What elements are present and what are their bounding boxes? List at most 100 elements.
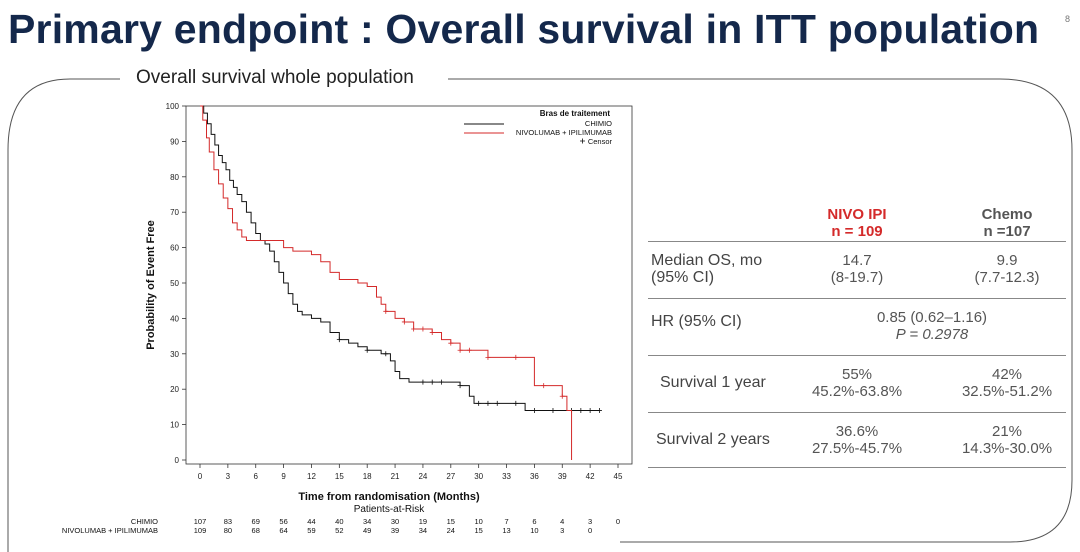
row-label-line2: (95% CI) [651, 269, 715, 286]
x-tick-label: 6 [254, 472, 259, 481]
risk-count: 0 [616, 517, 620, 526]
x-tick-label: 12 [307, 472, 316, 481]
risk-count: 83 [224, 517, 232, 526]
risk-count: 44 [307, 517, 315, 526]
legend-censor-mark [580, 138, 585, 144]
censor-mark [485, 354, 491, 360]
y-tick-label: 0 [175, 456, 180, 465]
y-tick-label: 90 [170, 137, 179, 146]
cell-value: 21% [991, 423, 1023, 440]
legend-label: CHIMIO [585, 119, 612, 128]
cell-ci: 14.3%-30.0% [961, 440, 1053, 457]
header-nivo: NIVO IPI n = 109 [773, 206, 941, 240]
cell-ci: (7.7-12.3) [974, 269, 1040, 286]
row-label-line1: Median OS, mo [651, 252, 763, 269]
risk-count: 34 [363, 517, 371, 526]
x-tick-label: 0 [198, 472, 203, 481]
risk-count: 52 [335, 526, 343, 535]
cell-value: 36.6% [835, 423, 879, 440]
summary-row-survival-1y: Survival 1 year 55% 45.2%-63.8% 42% 32.5… [648, 355, 1066, 412]
risk-count: 64 [279, 526, 287, 535]
censor-mark [429, 330, 435, 336]
y-tick-label: 80 [170, 173, 179, 182]
risk-count: 13 [502, 526, 510, 535]
y-tick-label: 60 [170, 244, 179, 253]
risk-count: 109 [194, 526, 207, 535]
censor-mark [596, 407, 602, 413]
censor-mark [541, 383, 547, 389]
censor-mark [420, 326, 426, 332]
y-tick-label: 70 [170, 208, 179, 217]
cell-value: 14.7 [842, 252, 872, 269]
x-tick-label: 33 [502, 472, 511, 481]
risk-count: 15 [474, 526, 482, 535]
header-chemo: Chemo n =107 [923, 206, 1080, 240]
y-tick-label: 40 [170, 314, 179, 323]
censor-mark [578, 407, 584, 413]
risk-count: 80 [224, 526, 232, 535]
x-tick-label: 27 [446, 472, 455, 481]
censor-mark [513, 400, 519, 406]
risk-table-title: Patients-at-Risk [354, 504, 426, 515]
risk-count: 69 [252, 517, 260, 526]
x-tick-label: 18 [363, 472, 372, 481]
page-number: 8 [1064, 14, 1070, 24]
risk-count: 4 [560, 517, 564, 526]
risk-count: 34 [419, 526, 427, 535]
cell-p-value: P = 0.2978 [895, 326, 969, 343]
cell-chemo: 9.9 (7.7-12.3) [923, 252, 1080, 286]
risk-count: 7 [504, 517, 508, 526]
censor-mark [364, 347, 370, 353]
x-tick-label: 30 [474, 472, 483, 481]
risk-count: 49 [363, 526, 371, 535]
x-tick-label: 39 [558, 472, 567, 481]
risk-count: 10 [474, 517, 482, 526]
cell-value: 0.85 (0.62–1.16) [876, 309, 988, 326]
legend-label: NIVOLUMAB + IPILIMUMAB [516, 128, 612, 137]
x-tick-label: 9 [281, 472, 286, 481]
censor-mark [448, 340, 454, 346]
row-label-line1: Survival 1 year [660, 374, 766, 391]
cell-ci: (8-19.7) [830, 269, 884, 286]
cell-ci: 27.5%-45.7% [811, 440, 903, 457]
row-label: Survival 1 year [660, 374, 766, 391]
cell-hr-merged: 0.85 (0.62–1.16) P = 0.2978 [773, 309, 1080, 343]
series-line-nivo-ipi [200, 105, 573, 460]
censor-mark [559, 393, 565, 399]
x-tick-label: 15 [335, 472, 344, 481]
y-tick-label: 30 [170, 350, 179, 359]
censor-mark [457, 383, 463, 389]
censor-mark [411, 326, 417, 332]
cell-value: 9.9 [996, 252, 1018, 269]
censor-mark [383, 308, 389, 314]
censor-mark [513, 354, 519, 360]
cell-nivo: 55% 45.2%-63.8% [773, 366, 941, 400]
risk-count: 24 [447, 526, 455, 535]
row-label: Survival 2 years [656, 431, 770, 448]
row-label: Median OS, mo (95% CI) [651, 252, 762, 286]
censor-mark [336, 337, 342, 343]
risk-count: 3 [588, 517, 592, 526]
header-chemo-name: Chemo [981, 206, 1033, 223]
header-chemo-n: n =107 [983, 223, 1031, 240]
risk-count: 56 [279, 517, 287, 526]
censor-mark [457, 347, 463, 353]
cell-ci: 32.5%-51.2% [961, 383, 1053, 400]
slide-title: Primary endpoint : Overall survival in I… [8, 6, 1040, 52]
censor-mark [531, 407, 537, 413]
cell-nivo: 14.7 (8-19.7) [773, 252, 941, 286]
summary-row-hr: HR (95% CI) 0.85 (0.62–1.16) P = 0.2978 [648, 298, 1066, 355]
censor-mark [401, 319, 407, 325]
x-tick-label: 21 [391, 472, 400, 481]
risk-count: 40 [335, 517, 343, 526]
risk-count: 30 [391, 517, 399, 526]
censor-mark [439, 379, 445, 385]
risk-count: 10 [530, 526, 538, 535]
cell-value: 55% [841, 366, 873, 383]
series-line-chimio [200, 105, 600, 411]
row-label: HR (95% CI) [651, 313, 742, 330]
